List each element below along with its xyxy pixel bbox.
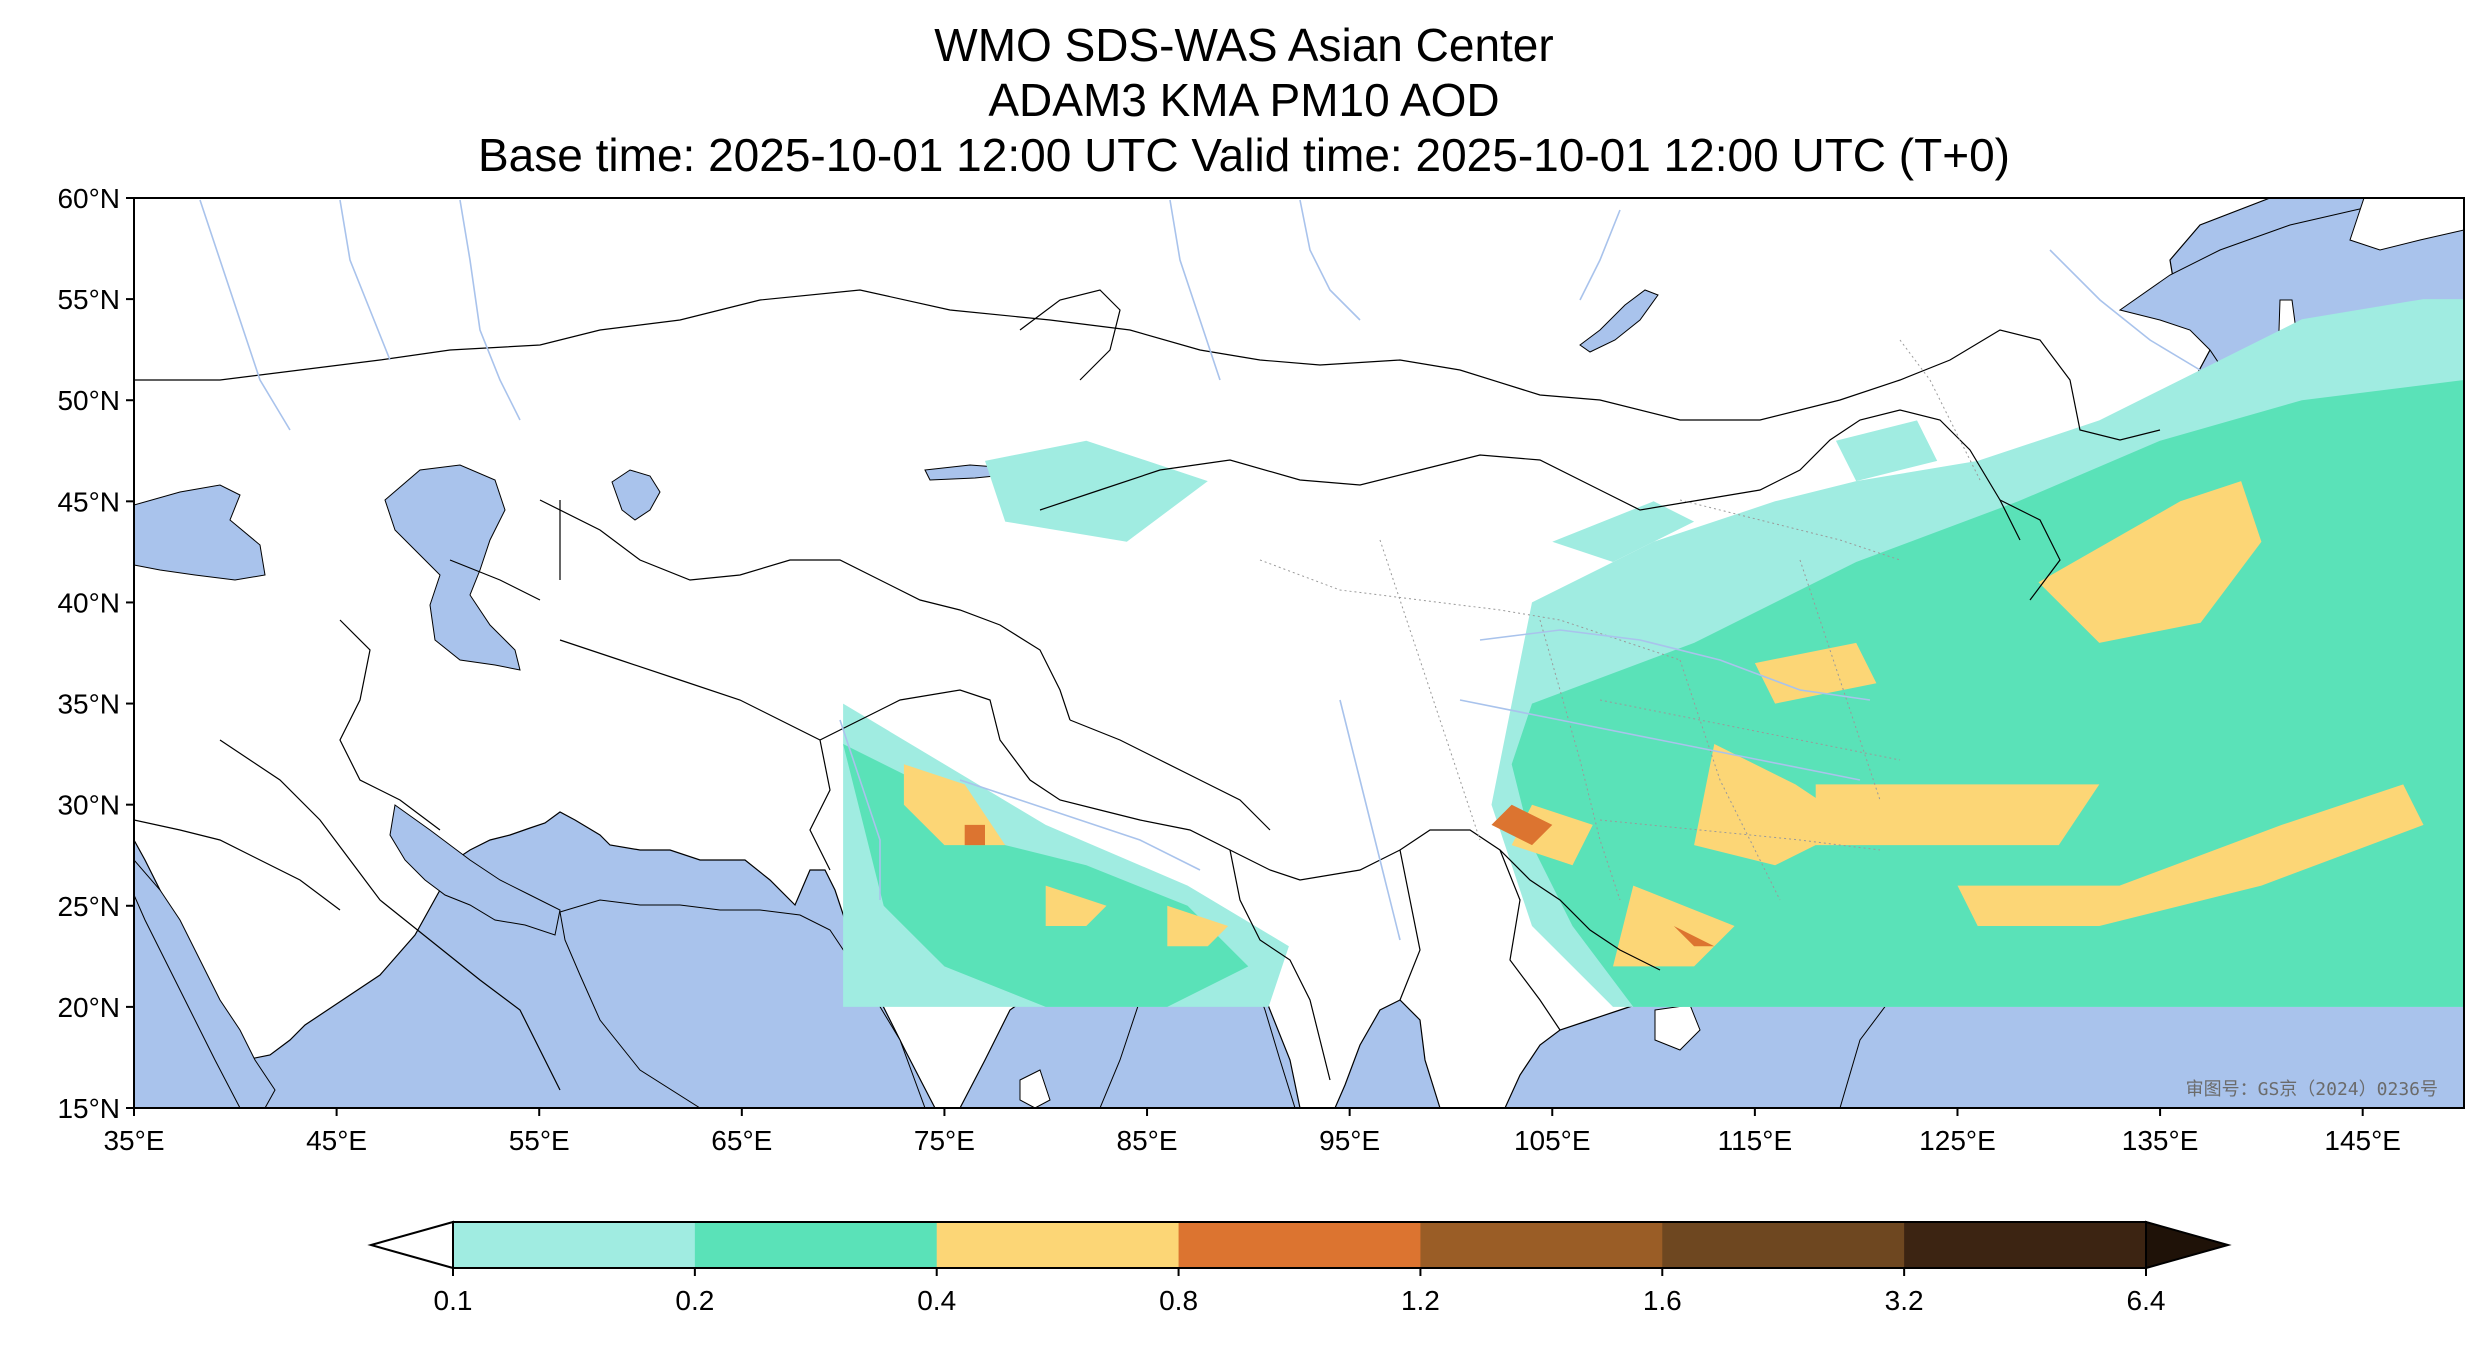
colorbar-segment [453, 1222, 696, 1268]
map-frame [133, 197, 2465, 1109]
y-tick-label: 20°N [57, 992, 120, 1023]
x-tick-label: 135°E [2122, 1125, 2199, 1156]
colorbar-under-arrow [367, 1220, 454, 1270]
aod-contour [1835, 420, 1938, 482]
caspian-sea [384, 464, 521, 671]
aod-contour [1491, 804, 1553, 846]
y-tick-label: 60°N [57, 183, 120, 214]
rivers [199, 199, 2201, 941]
y-tick-label: 25°N [57, 891, 120, 922]
persian-gulf [389, 804, 561, 936]
black-sea [134, 484, 266, 581]
y-tick-label: 40°N [57, 587, 120, 618]
map-title: WMO SDS-WAS Asian Center ADAM3 KMA PM10 … [0, 18, 2488, 183]
x-tick-label: 65°E [711, 1125, 772, 1156]
colorbar-segment [1662, 1222, 1905, 1268]
colorbar-segment [694, 1222, 938, 1268]
x-tick-label: 125°E [1919, 1125, 1996, 1156]
y-tick-label: 45°N [57, 486, 120, 517]
x-tick-label: 85°E [1117, 1125, 1178, 1156]
colorbar-segment [936, 1222, 1180, 1268]
colorbar-label: 0.8 [1159, 1285, 1198, 1316]
title-product: ADAM3 KMA PM10 AOD [988, 74, 1500, 126]
aod-contour [1167, 905, 1229, 947]
x-tick-label: 35°E [103, 1125, 164, 1156]
review-number-watermark: 审图号：GS京（2024）0236号 [2186, 1079, 2438, 1100]
colorbar-over-arrow [2145, 1220, 2232, 1270]
colorbar-outline [452, 1221, 2147, 1269]
x-tick-label: 45°E [306, 1125, 367, 1156]
colorbar-segment [1904, 1222, 2147, 1268]
x-tick-label: 115°E [1718, 1125, 1793, 1156]
colorbar-label: 6.4 [2127, 1285, 2166, 1316]
map-area: 审图号：GS京（2024）0236号 [134, 198, 2464, 1108]
aod-contour [1552, 501, 1695, 562]
aod-contour [1694, 744, 1857, 866]
colorbar-label: 1.6 [1643, 1285, 1682, 1316]
colorbar-label: 0.4 [917, 1285, 956, 1316]
aod-contour [1815, 784, 2100, 846]
colorbar-label: 1.2 [1401, 1285, 1440, 1316]
x-tick-label: 55°E [509, 1125, 570, 1156]
colorbar-segment [1420, 1222, 1663, 1268]
y-tick-label: 30°N [57, 790, 120, 821]
country-borders [134, 289, 2161, 1091]
x-tick-label: 105°E [1514, 1125, 1591, 1156]
colorbar-label: 3.2 [1885, 1285, 1924, 1316]
aral-sea [611, 469, 661, 521]
aod-contour [1673, 926, 1715, 947]
aod-contours [843, 299, 2464, 1007]
aod-contour [1957, 784, 2424, 926]
colorbar-label: 0.2 [675, 1285, 714, 1316]
aod-contour [964, 824, 985, 846]
y-tick-label: 15°N [57, 1093, 120, 1124]
red-sea [134, 859, 276, 1108]
colorbar: 0.1 0.2 0.4 0.8 1.2 1.6 3.2 6.4 [367, 1220, 2232, 1316]
title-center: WMO SDS-WAS Asian Center [934, 19, 1554, 71]
aod-contour [1045, 885, 1107, 926]
province-borders [1259, 339, 1981, 901]
aod-contour [1754, 642, 1877, 704]
lake-baikal [1579, 289, 1659, 353]
kamchatka [2349, 198, 2464, 251]
sri-lanka [1019, 1069, 1051, 1108]
title-times: Base time: 2025-10-01 12:00 UTC Valid ti… [478, 129, 2010, 181]
x-tick-label: 95°E [1319, 1125, 1380, 1156]
y-tick-label: 50°N [57, 385, 120, 416]
x-tick-label: 145°E [2324, 1125, 2401, 1156]
aod-contour [2038, 481, 2262, 643]
axis-ticks: 35°E 45°E 55°E 65°E 75°E 85°E 95°E 105°E 115°E 12… [57, 183, 2401, 1156]
colorbar-label: 0.1 [434, 1285, 473, 1316]
y-tick-label: 55°N [57, 284, 120, 315]
y-tick-label: 35°N [57, 689, 120, 720]
x-tick-label: 75°E [914, 1125, 975, 1156]
aod-contour [903, 764, 1006, 846]
colorbar-segment [1178, 1222, 1421, 1268]
